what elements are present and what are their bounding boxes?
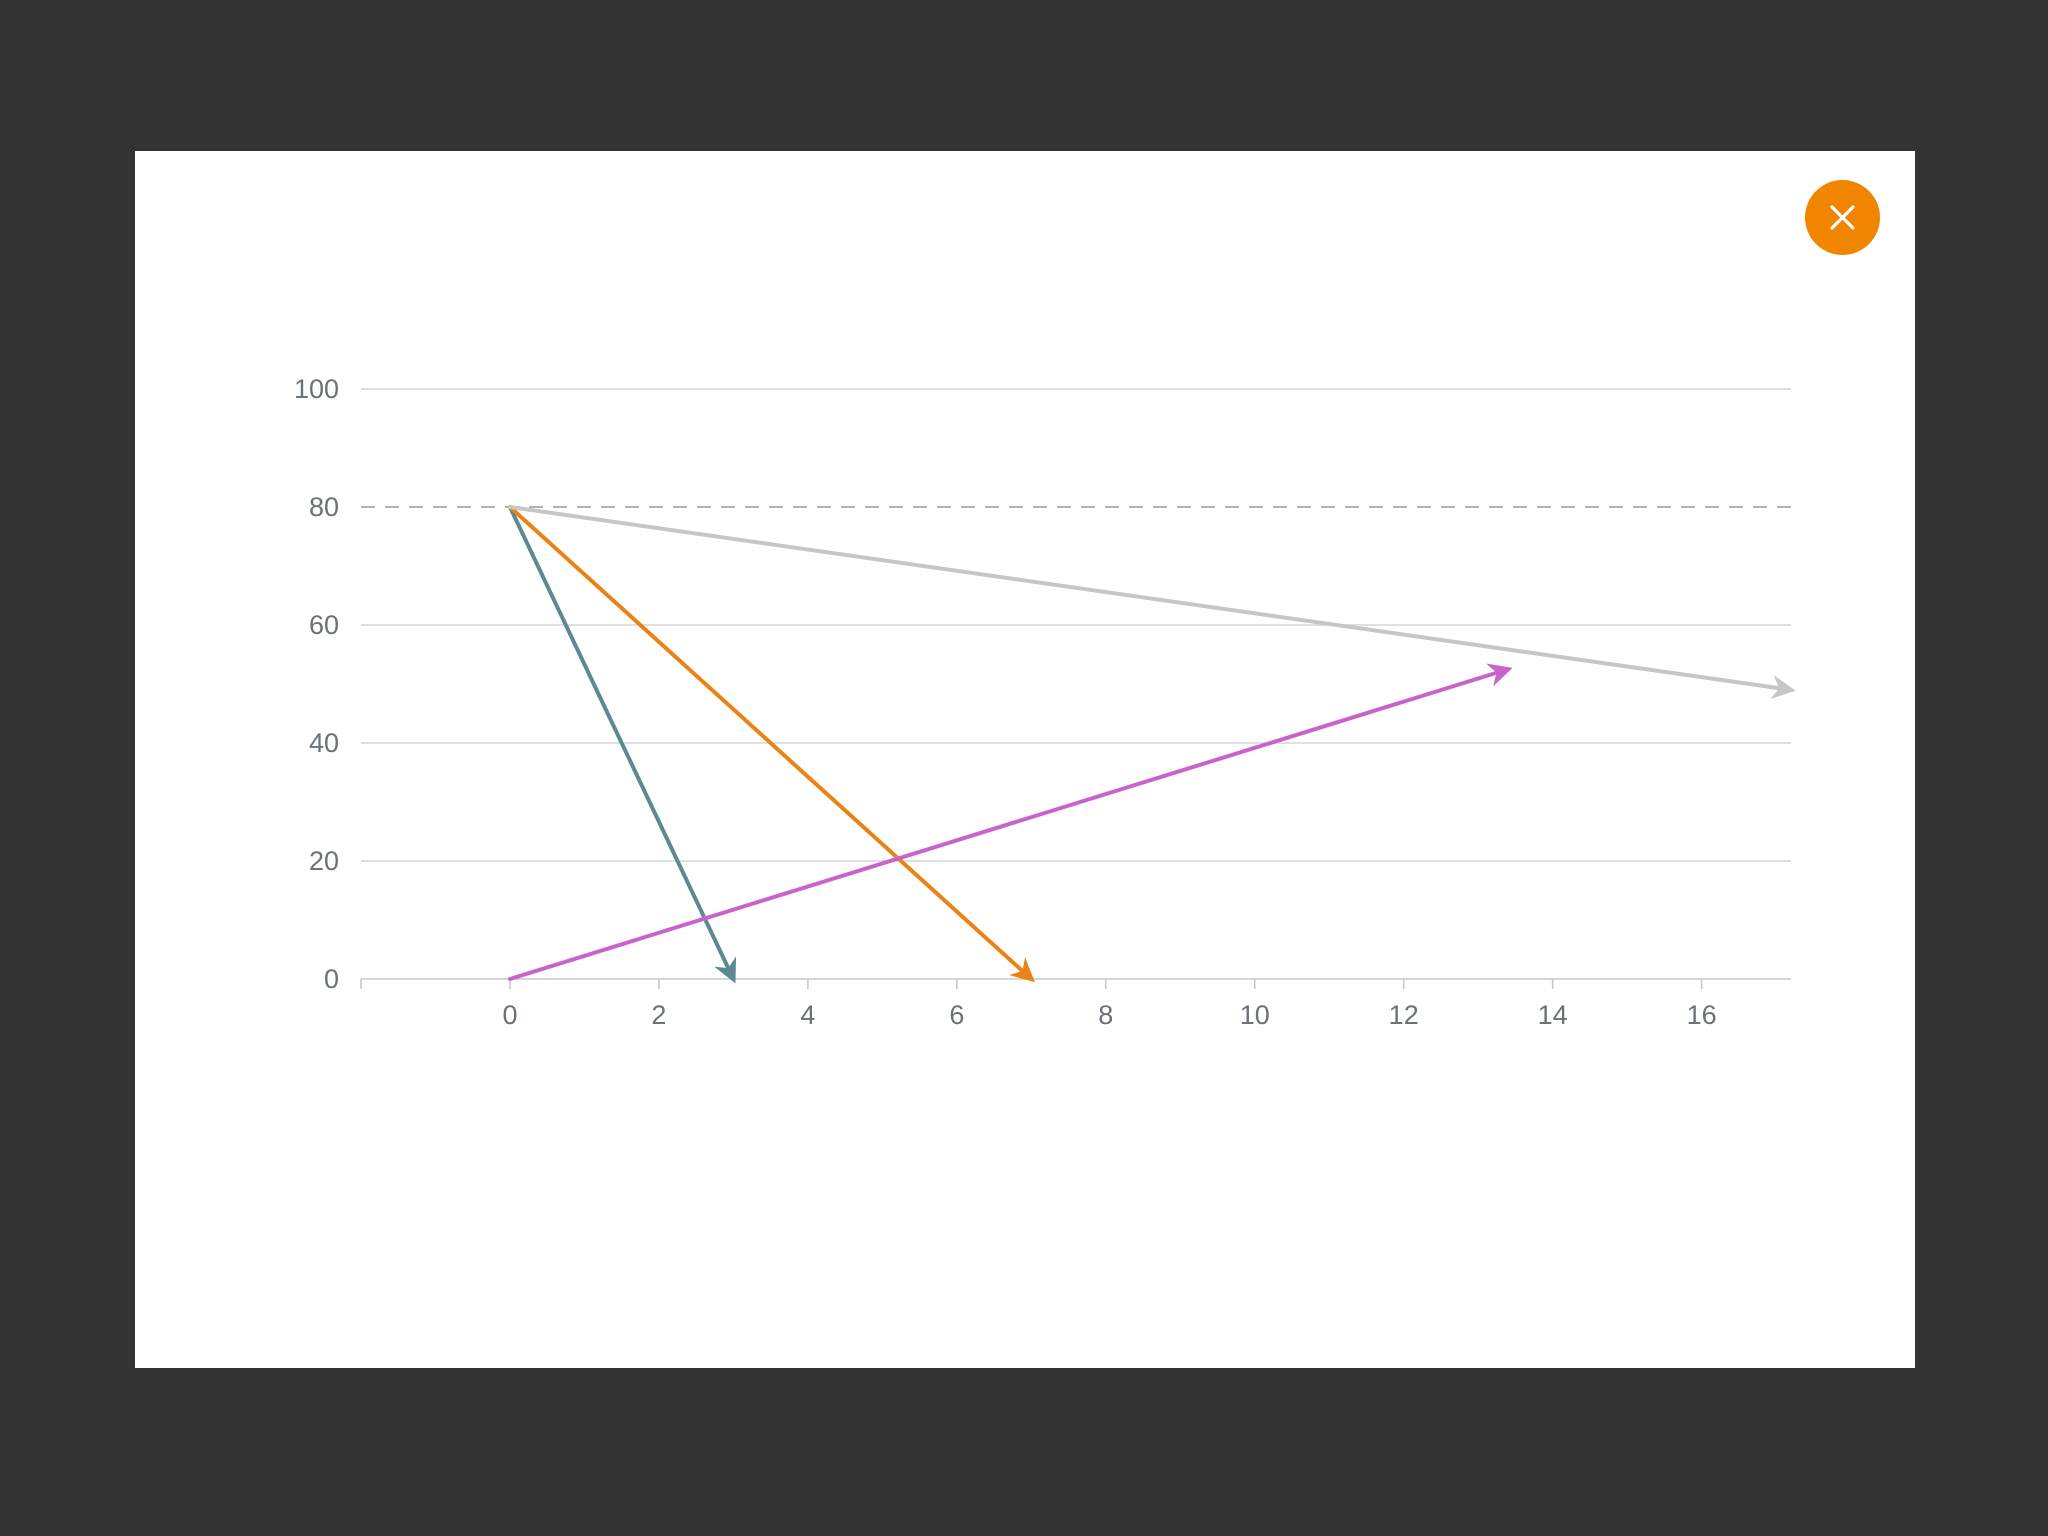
series-arrow-4 [507, 663, 1513, 981]
x-tick-label: 12 [1389, 1000, 1419, 1030]
close-button[interactable] [1805, 180, 1880, 255]
y-tick-label: 20 [309, 846, 339, 876]
y-tick-label: 80 [309, 492, 339, 522]
y-tick-label: 60 [309, 610, 339, 640]
series-arrow-2 [507, 505, 1035, 983]
x-tick-label: 2 [651, 1000, 666, 1030]
series-arrow-1 [507, 505, 737, 984]
grid-lines [361, 388, 1791, 862]
x-axis [360, 978, 1791, 989]
y-tick-label: 40 [309, 728, 339, 758]
x-tick-label: 8 [1098, 1000, 1113, 1030]
chart-modal [135, 151, 1915, 1368]
x-tick-label: 10 [1240, 1000, 1270, 1030]
series-group [507, 505, 1796, 984]
tick-labels: 0 20 40 60 80 100 0 2 4 6 8 10 12 14 16 [294, 374, 1717, 1030]
x-tick-label: 6 [949, 1000, 964, 1030]
x-tick-label: 0 [502, 1000, 517, 1030]
x-tick-label: 16 [1687, 1000, 1717, 1030]
y-tick-label: 0 [324, 964, 339, 994]
close-icon [1805, 180, 1880, 255]
x-tick-label: 14 [1538, 1000, 1568, 1030]
series-arrow-3 [507, 505, 1796, 700]
y-tick-label: 100 [294, 374, 339, 404]
x-tick-label: 4 [800, 1000, 815, 1030]
